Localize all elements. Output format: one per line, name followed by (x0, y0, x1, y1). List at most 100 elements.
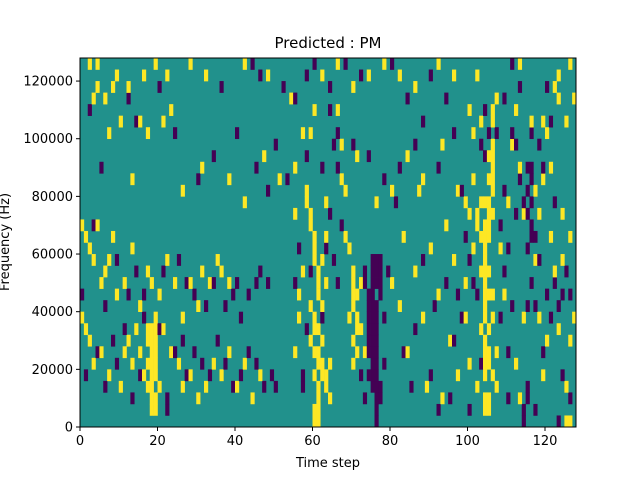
heatmap-cell (285, 173, 290, 186)
x-tick-label: 100 (455, 434, 480, 449)
heatmap-cell (328, 81, 333, 93)
heatmap-cell (382, 58, 387, 70)
heatmap-cell (370, 311, 375, 324)
heatmap-cell (483, 230, 488, 243)
heatmap-cell (440, 138, 445, 151)
x-tick-label: 20 (149, 434, 166, 449)
heatmap-cell (510, 138, 515, 151)
heatmap-cell (331, 138, 337, 151)
heatmap-cell (560, 369, 565, 382)
heatmap-cell (386, 265, 391, 278)
heatmap-cell (568, 334, 573, 347)
heatmap-cell (87, 104, 92, 116)
heatmap-cell (545, 127, 550, 140)
heatmap-cell (564, 265, 569, 278)
heatmap-cell (196, 173, 201, 186)
heatmap-cell (114, 69, 120, 82)
heatmap-cell (366, 300, 371, 312)
heatmap-cell (452, 127, 457, 140)
heatmap-cell (138, 346, 143, 359)
heatmap-cell (517, 81, 523, 93)
heatmap-cell (483, 346, 488, 359)
heatmap-cell (564, 415, 569, 428)
heatmap-cell (269, 369, 275, 382)
heatmap-cell (359, 69, 364, 82)
heatmap-cell (510, 58, 515, 70)
heatmap-cell (145, 334, 151, 347)
heatmap-cell (103, 265, 108, 278)
heatmap-cell (103, 380, 108, 393)
heatmap-cell (486, 265, 492, 278)
heatmap-cell (335, 127, 340, 140)
heatmap-cell (479, 115, 484, 128)
heatmap-cell (118, 380, 123, 393)
heatmap-cell (312, 242, 317, 255)
heatmap-cell (149, 380, 154, 393)
heatmap-cell (258, 369, 263, 382)
heatmap-cell (436, 288, 441, 301)
heatmap-cell (107, 254, 112, 266)
x-axis: 0 20 40 60 80 100 120 (76, 427, 557, 449)
heatmap-cell (320, 161, 325, 174)
heatmap-cell (173, 346, 178, 359)
heatmap-cell (235, 127, 240, 140)
heatmap-cell (165, 254, 170, 266)
heatmap-cell (374, 265, 379, 278)
heatmap-cell (320, 300, 325, 312)
heatmap-cell (343, 230, 348, 243)
heatmap-cell (138, 115, 143, 128)
heatmap-cell (145, 380, 151, 393)
heatmap-cell (552, 81, 557, 93)
heatmap-cell (293, 346, 298, 359)
heatmap-cell (370, 277, 375, 289)
heatmap-cell (455, 288, 461, 301)
heatmap-cell (502, 92, 507, 105)
x-tick-label: 60 (304, 434, 321, 449)
heatmap-cell (374, 300, 379, 312)
heatmap-cell (568, 392, 573, 405)
heatmap-cell (184, 369, 189, 382)
heatmap-cell (122, 277, 127, 289)
heatmap-cell (99, 277, 104, 289)
heatmap-cell (374, 346, 379, 359)
heatmap-cell (293, 207, 298, 220)
heatmap-cell (366, 369, 371, 382)
heatmap-cell (157, 323, 162, 336)
heatmap-cell (223, 300, 228, 312)
heatmap-cell (428, 369, 433, 382)
heatmap-cell (568, 58, 573, 70)
heatmap-cell (537, 138, 542, 151)
heatmap-cell (483, 104, 488, 116)
heatmap-cell (351, 300, 356, 312)
heatmap-cell (459, 311, 464, 324)
heatmap-cell (246, 288, 251, 301)
x-axis-label: Time step (295, 456, 360, 471)
heatmap-cell (99, 161, 104, 174)
heatmap-cell (176, 357, 182, 370)
heatmap-cell (246, 346, 251, 359)
heatmap-cell (83, 230, 89, 243)
heatmap-cell (529, 127, 534, 140)
heatmap-cell (173, 277, 178, 289)
heatmap-cell (370, 323, 375, 336)
heatmap-cell (514, 138, 519, 151)
heatmap-cell (397, 300, 402, 312)
heatmap-cell (529, 196, 534, 209)
heatmap-cell (130, 242, 135, 255)
heatmap-cell (463, 230, 468, 243)
heatmap-cell (351, 265, 356, 278)
heatmap-cell (382, 173, 387, 186)
heatmap-cell (525, 300, 530, 312)
heatmap-cell (548, 311, 554, 324)
heatmap-cell (80, 219, 85, 232)
heatmap-cell (312, 254, 317, 266)
heatmap-cell (471, 242, 476, 255)
heatmap-cell (548, 230, 554, 243)
heatmap-cell (114, 357, 120, 370)
heatmap-cell (529, 161, 534, 174)
heatmap-cell (95, 81, 100, 93)
heatmap-cell (568, 415, 573, 428)
heatmap-cell (196, 300, 201, 312)
heatmap-cell (556, 92, 561, 105)
heatmap-cell (397, 69, 402, 82)
